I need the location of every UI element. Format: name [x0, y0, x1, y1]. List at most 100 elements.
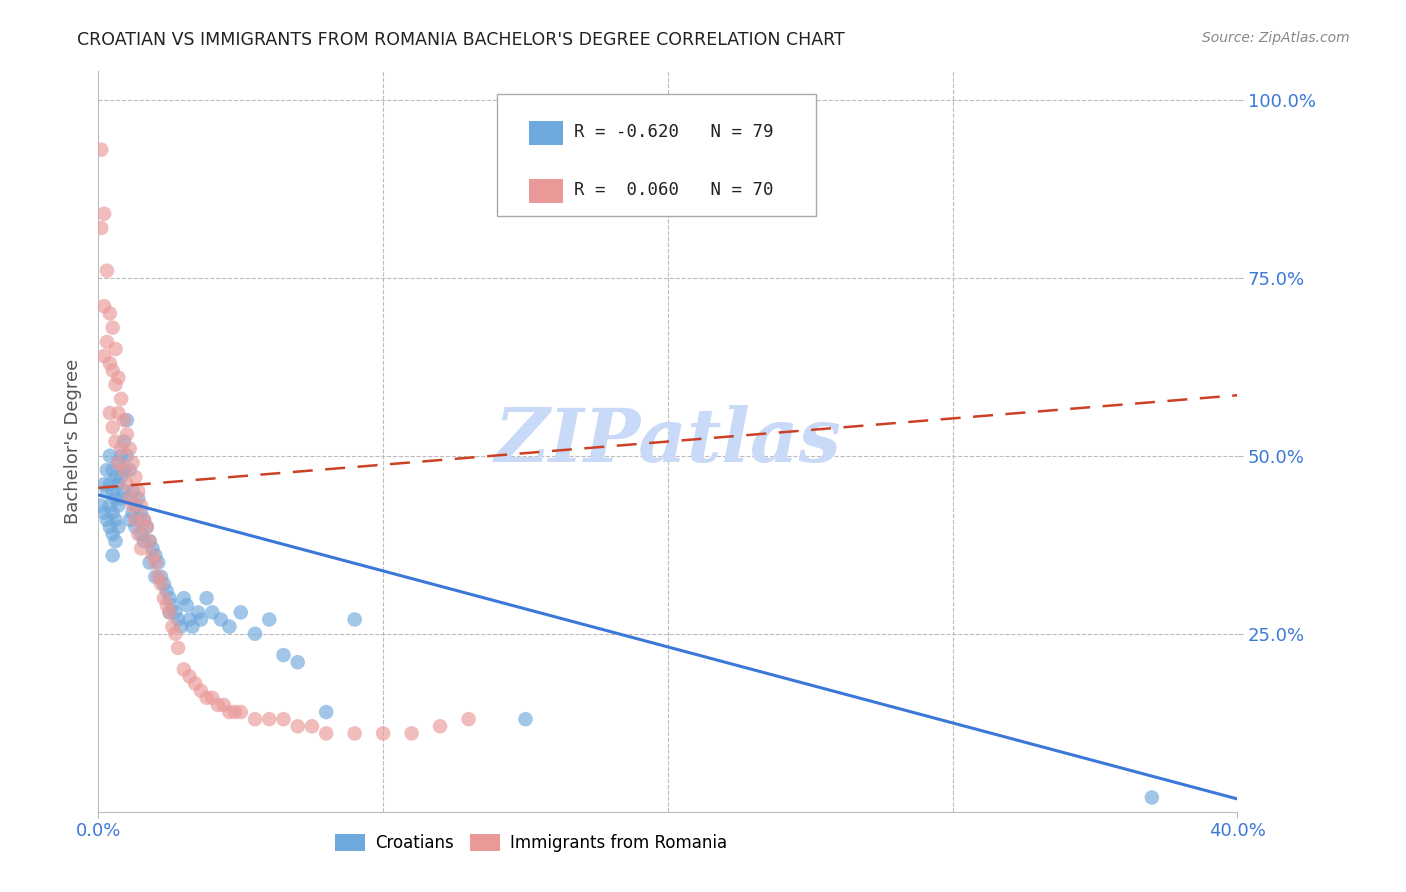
Point: [115, 449, 138, 463]
Point: [98, 520, 121, 534]
Point: [121, 484, 143, 499]
Point: [243, 712, 266, 726]
Point: [115, 413, 138, 427]
Point: [315, 726, 337, 740]
Point: [96, 463, 118, 477]
Point: [98, 356, 121, 370]
Point: [112, 434, 135, 449]
Text: Source: ZipAtlas.com: Source: ZipAtlas.com: [1202, 31, 1350, 45]
Point: [179, 613, 201, 627]
Point: [107, 406, 129, 420]
Point: [148, 570, 170, 584]
Point: [104, 534, 127, 549]
Point: [101, 549, 124, 563]
Point: [98, 406, 121, 420]
Point: [165, 606, 187, 620]
Point: [98, 477, 121, 491]
Point: [156, 599, 179, 613]
Point: [373, 726, 395, 740]
Point: [259, 613, 281, 627]
Point: [90, 499, 112, 513]
Point: [98, 306, 121, 320]
Point: [148, 556, 170, 570]
Point: [150, 570, 173, 584]
Point: [90, 143, 112, 157]
Point: [173, 591, 195, 606]
Point: [201, 690, 224, 705]
Point: [112, 484, 135, 499]
Point: [112, 463, 135, 477]
Point: [98, 449, 121, 463]
Point: [181, 619, 204, 633]
Point: [118, 513, 141, 527]
Point: [209, 613, 232, 627]
Point: [107, 456, 129, 470]
Point: [129, 506, 152, 520]
Point: [101, 463, 124, 477]
Point: [118, 442, 141, 456]
Point: [93, 506, 115, 520]
Point: [110, 442, 132, 456]
Point: [115, 427, 138, 442]
Point: [101, 320, 124, 334]
FancyBboxPatch shape: [529, 121, 562, 145]
Point: [201, 606, 224, 620]
Point: [229, 705, 252, 719]
Point: [159, 591, 181, 606]
Point: [121, 499, 143, 513]
Point: [153, 577, 176, 591]
Point: [96, 334, 118, 349]
Point: [287, 719, 309, 733]
Legend: Croatians, Immigrants from Romania: Croatians, Immigrants from Romania: [328, 828, 734, 859]
Point: [190, 683, 212, 698]
Point: [115, 477, 138, 491]
Point: [229, 606, 252, 620]
Point: [129, 499, 152, 513]
Point: [118, 491, 141, 506]
Point: [107, 370, 129, 384]
Point: [132, 513, 155, 527]
FancyBboxPatch shape: [498, 94, 815, 216]
Point: [167, 640, 190, 655]
Point: [132, 534, 155, 549]
Point: [93, 477, 115, 491]
Text: R =  0.060   N = 70: R = 0.060 N = 70: [575, 181, 773, 199]
Point: [135, 520, 157, 534]
Point: [110, 491, 132, 506]
Point: [101, 363, 124, 377]
Y-axis label: Bachelor's Degree: Bachelor's Degree: [63, 359, 82, 524]
Point: [110, 392, 132, 406]
Point: [107, 499, 129, 513]
Point: [132, 513, 155, 527]
Point: [224, 705, 246, 719]
Point: [145, 549, 167, 563]
Point: [162, 619, 184, 633]
Point: [90, 221, 112, 235]
Point: [170, 619, 193, 633]
Point: [129, 527, 152, 541]
Point: [96, 484, 118, 499]
Point: [159, 606, 181, 620]
Point: [107, 477, 129, 491]
Point: [104, 491, 127, 506]
Point: [167, 613, 190, 627]
Point: [287, 655, 309, 669]
Point: [176, 599, 198, 613]
Point: [212, 698, 235, 712]
Point: [145, 556, 167, 570]
Point: [429, 719, 451, 733]
Point: [110, 470, 132, 484]
Point: [218, 619, 240, 633]
Point: [135, 520, 157, 534]
Point: [1140, 790, 1163, 805]
Point: [207, 698, 229, 712]
Point: [124, 520, 146, 534]
Point: [104, 342, 127, 356]
Point: [401, 726, 423, 740]
Point: [138, 534, 160, 549]
Text: CROATIAN VS IMMIGRANTS FROM ROMANIA BACHELOR'S DEGREE CORRELATION CHART: CROATIAN VS IMMIGRANTS FROM ROMANIA BACH…: [77, 31, 845, 49]
Point: [301, 719, 323, 733]
Point: [93, 207, 115, 221]
Point: [184, 676, 207, 690]
Point: [195, 690, 218, 705]
